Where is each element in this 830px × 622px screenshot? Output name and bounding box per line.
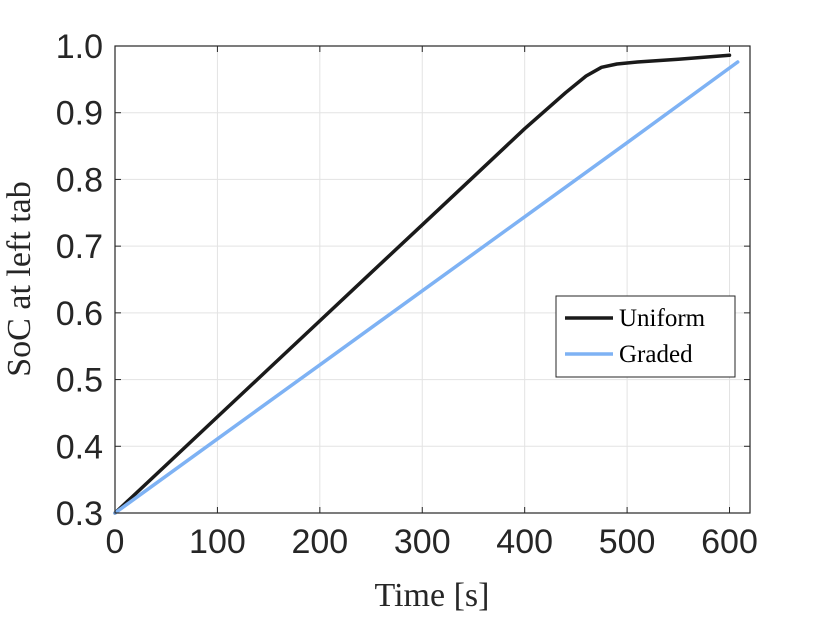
- y-axis-title: SoC at left tab: [1, 181, 38, 376]
- y-tick-labels: 0.3 0.4 0.5 0.6 0.7 0.8 0.9 1.0: [56, 28, 103, 533]
- y-tick-label: 0.3: [56, 495, 103, 533]
- x-tick-label: 300: [394, 523, 451, 561]
- y-tick-label: 0.4: [56, 428, 103, 466]
- series-line-graded: [113, 60, 740, 515]
- series-line-uniform: [113, 53, 732, 515]
- legend: Uniform Graded: [555, 295, 736, 378]
- x-tick-label: 400: [496, 523, 553, 561]
- x-axis-title: Time [s]: [375, 577, 490, 614]
- x-tick-label: 600: [701, 523, 758, 561]
- x-tick-labels: 0 100 200 300 400 500 600: [106, 523, 758, 561]
- y-tick-label: 0.6: [56, 295, 103, 333]
- y-tick-label: 0.5: [56, 362, 103, 400]
- legend-box: [555, 295, 736, 378]
- y-tick-label: 0.7: [56, 228, 103, 266]
- plot-frame: [114, 45, 751, 514]
- x-tick-label: 500: [599, 523, 656, 561]
- x-tick-label: 100: [189, 523, 246, 561]
- legend-label-graded: Graded: [619, 341, 693, 368]
- y-tick-label: 0.8: [56, 161, 103, 199]
- x-tick-label: 200: [291, 523, 348, 561]
- y-tick-label: 0.9: [56, 95, 103, 133]
- x-tick-label: 0: [106, 523, 125, 561]
- legend-label-uniform: Uniform: [619, 305, 706, 332]
- axis-ticks: [114, 45, 750, 514]
- series-lines: [113, 53, 740, 515]
- y-tick-label: 1.0: [56, 28, 103, 66]
